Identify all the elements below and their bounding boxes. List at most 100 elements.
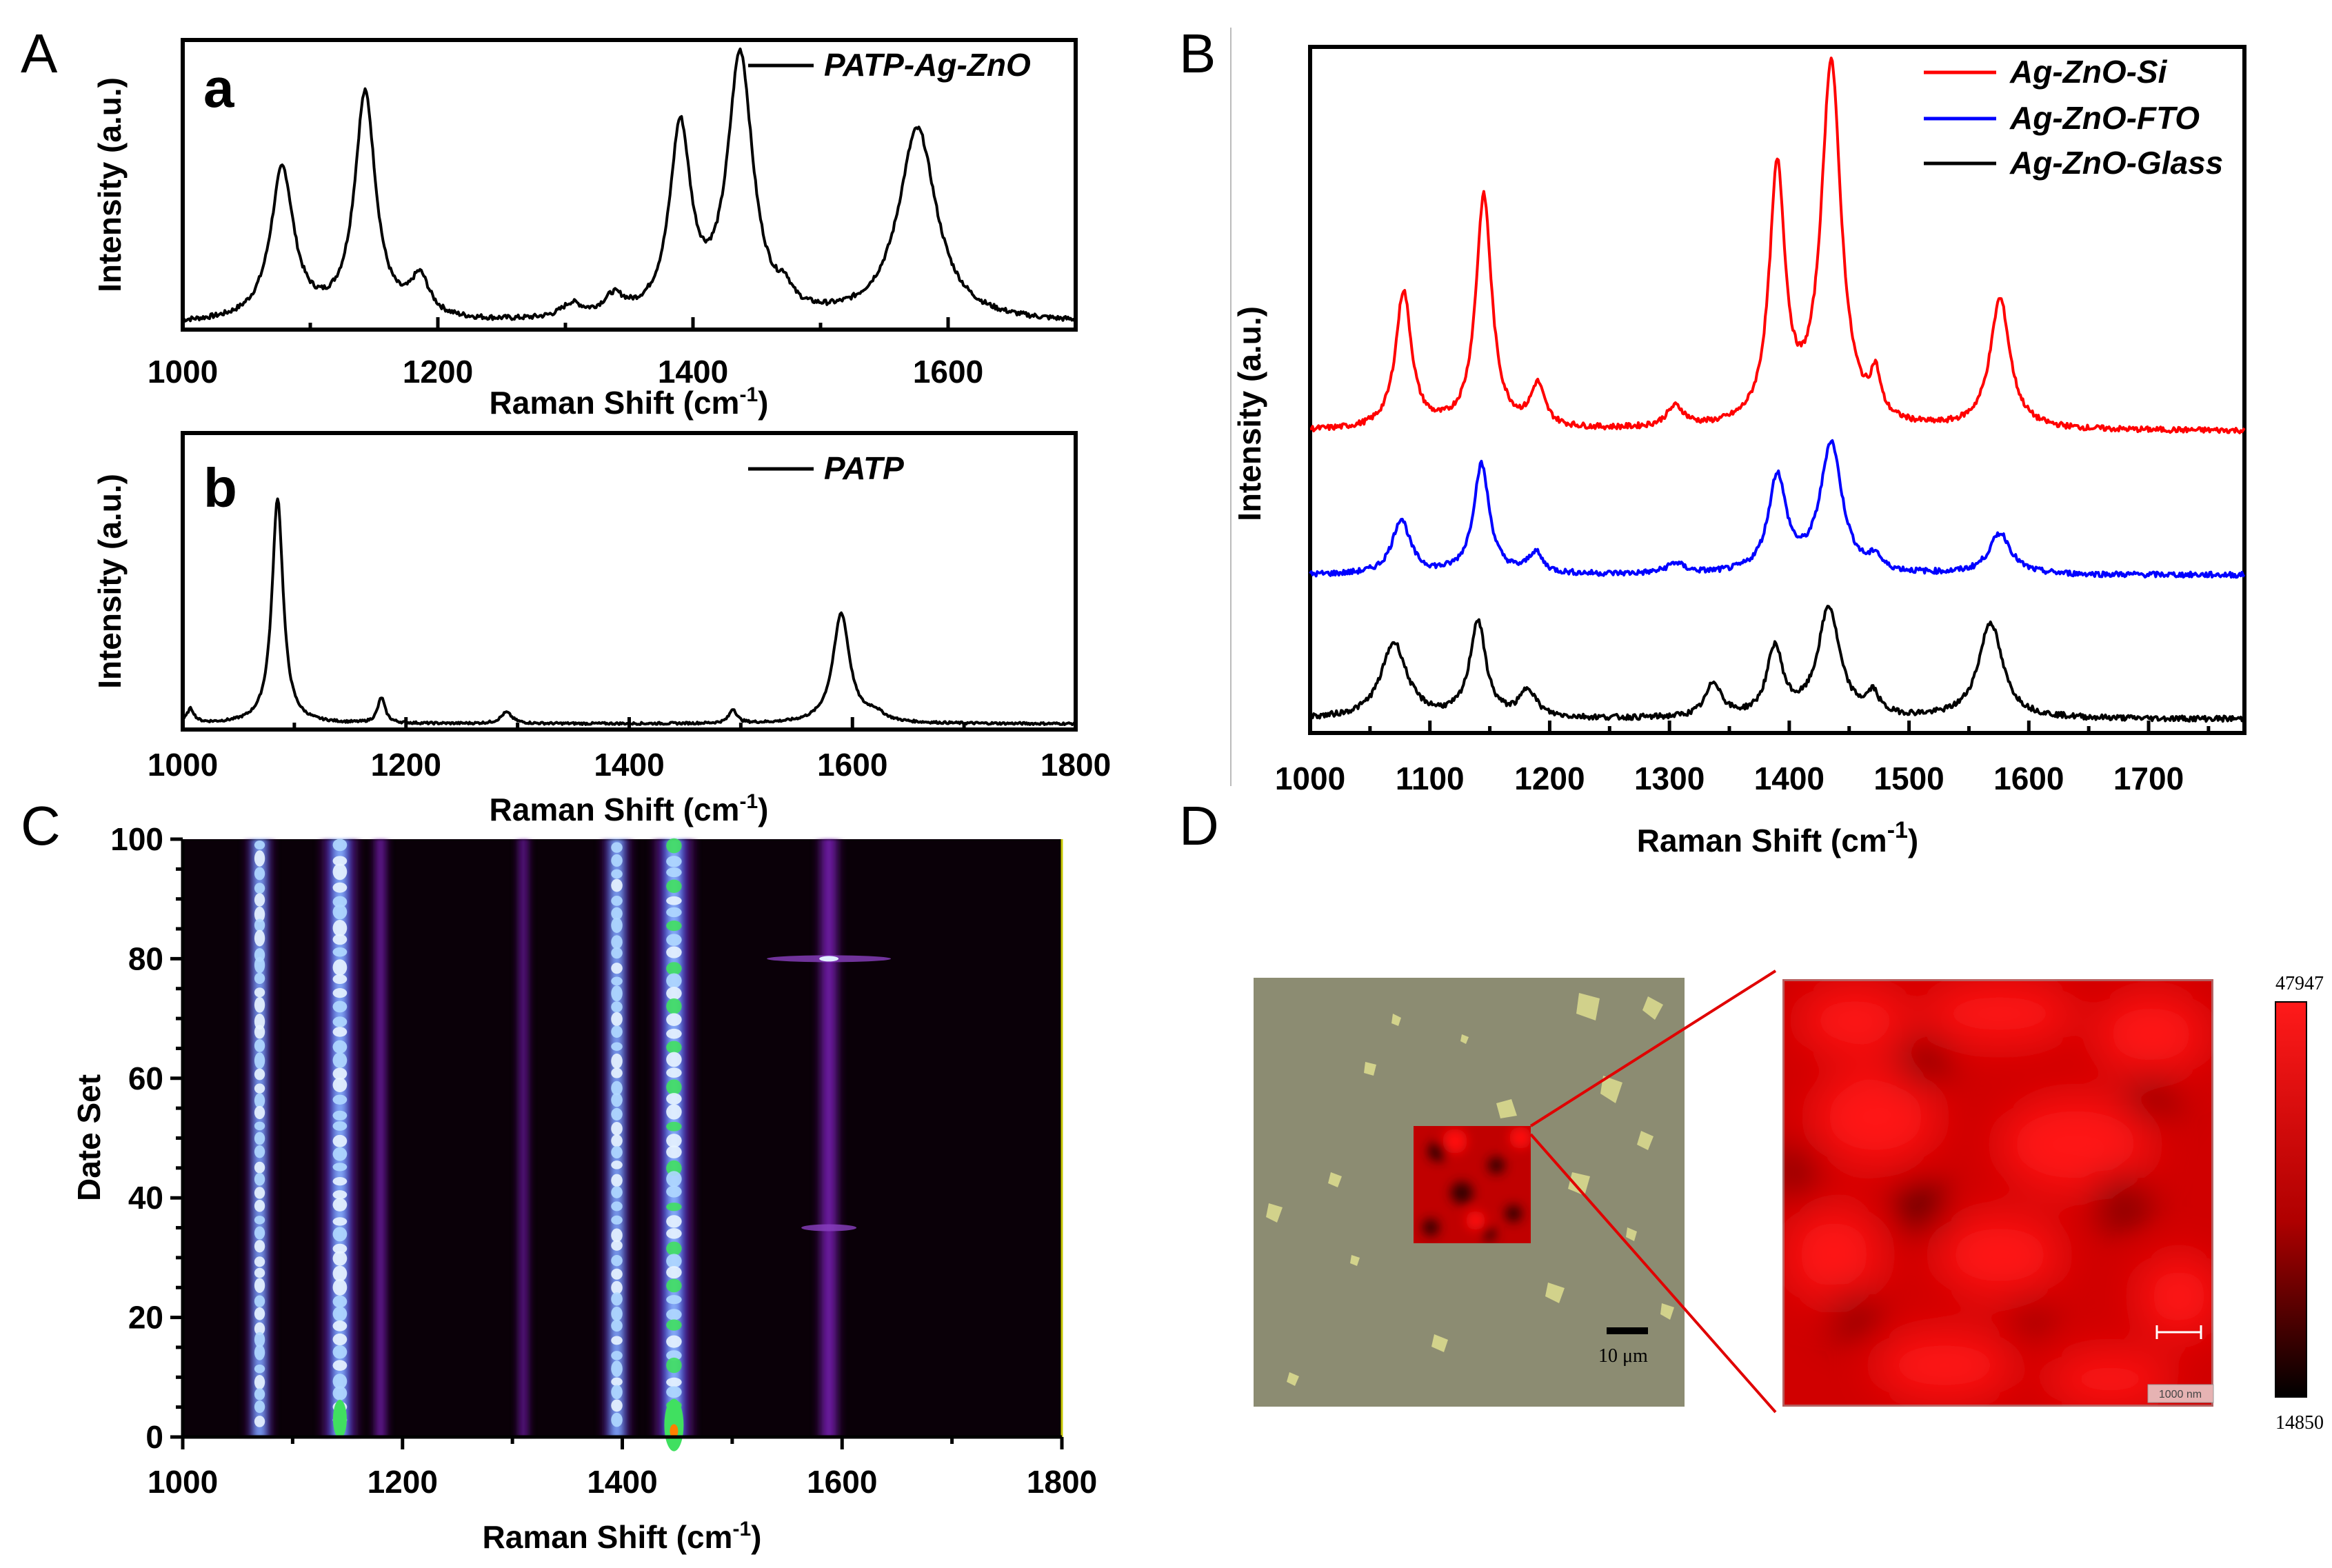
chart-aa-xlabel-text: Raman Shift (cm — [490, 385, 740, 421]
heatmap-hotspot-4-38 — [611, 1351, 623, 1360]
heatmap-hotspot-4-42 — [611, 1399, 623, 1412]
chart-ab-ylabel: Intensity (a.u.) — [92, 474, 128, 689]
heatmap-hotspot-1-24 — [332, 1163, 348, 1172]
heatmap-hotspot-0-36 — [254, 1322, 265, 1336]
panel-label-a: A — [21, 23, 58, 84]
heatmap-hotspot-5-15 — [666, 1041, 682, 1054]
heatmap-hotspot-0-3 — [254, 883, 265, 894]
heatmap-hotspot-5-16 — [666, 1052, 682, 1067]
heatmap-hotspot-0-13 — [254, 1014, 265, 1030]
chart-b-series-si — [1309, 57, 2246, 434]
heatmap-hotspot-5-2 — [666, 867, 682, 878]
heatmap-hotspot-4-25 — [611, 1174, 623, 1187]
heatmap-hotspot-0-41 — [254, 1388, 265, 1400]
heatmap-hotspot-4-12 — [611, 1001, 623, 1013]
heatmap-hotspot-4-16 — [611, 1053, 623, 1069]
chart-c-xlabel-text: Raman Shift (cm — [483, 1519, 733, 1555]
chart-aa-xlabel-end: ) — [758, 385, 768, 421]
heatmap-hotspot-4-33 — [611, 1280, 623, 1295]
heatmap-hotspot-0-33 — [254, 1278, 265, 1294]
heatmap-hotspot-4-27 — [611, 1201, 623, 1212]
chart-ab-tick-label-1600: 1600 — [817, 747, 887, 783]
heatmap-hotspot-5-25 — [666, 1171, 682, 1187]
chart-ab-xlabel-end: ) — [758, 792, 768, 827]
heatmap-hotspot-4-5 — [611, 907, 623, 920]
chart-b-xticks: 1000 1100 1200 1300 1400 1500 1600 1700 — [1275, 721, 2211, 796]
heatmap-band-mid-2 — [376, 839, 384, 1437]
heatmap-hotspot-4-32 — [611, 1268, 623, 1280]
heatmap-hotspot-4-43 — [611, 1412, 623, 1427]
heatmap-hotspot-1-27 — [332, 1198, 348, 1212]
heatmap-hotspot-4-39 — [611, 1360, 623, 1377]
heatmap-hotspot-5-7 — [666, 934, 682, 946]
heatmap-hotspot-4-21 — [611, 1121, 623, 1136]
heatmap-hotspot-0-42 — [254, 1400, 265, 1414]
heatmap-hotspot-0-25 — [254, 1172, 265, 1186]
colorbar-max-label: 47947 — [2275, 973, 2324, 994]
heatmap-hotspot-0-19 — [254, 1093, 265, 1108]
heatmap-bottom-core-1447 — [670, 1424, 679, 1438]
heatmap-hotspot-0-1 — [254, 850, 265, 867]
heatmap-hotspot-4-9 — [611, 963, 623, 974]
chart-c-ytick-label-100: 100 — [110, 821, 163, 857]
zoom-line-top — [1529, 969, 1777, 1127]
heatmap-hotspot-0-0 — [254, 841, 265, 850]
heatmap-hotspot-1-4 — [332, 896, 348, 908]
panel-d: 10 μm — [1254, 969, 2324, 1434]
heatmap-hotspot-4-18 — [611, 1080, 623, 1096]
chart-ab-xlabel-sup: -1 — [739, 790, 758, 813]
heatmap-hotspot-5-36 — [666, 1319, 682, 1331]
heatmap-hotspot-5-41 — [666, 1386, 682, 1398]
chart-b-xlabel-end: ) — [1908, 823, 1918, 858]
heatmap-hotspot-5-27 — [666, 1203, 682, 1212]
heatmap-hotspot-4-22 — [611, 1134, 623, 1147]
heatmap-hotspot-4-1 — [611, 854, 623, 867]
heatmap-hotspot-5-21 — [666, 1121, 682, 1132]
heatmap-hotspot-1-19 — [332, 1094, 348, 1105]
chart-ab-tick-label-1800: 1800 — [1041, 747, 1111, 783]
heatmap-hotspot-1-16 — [332, 1052, 348, 1068]
chart-aa-tick-label-1400: 1400 — [658, 354, 728, 390]
heatmap-hotspot-4-2 — [611, 869, 623, 879]
heatmap-hotspot-1-5 — [332, 904, 348, 920]
chart-c-xlabel: Raman Shift (cm-1) — [483, 1518, 762, 1555]
chart-c-ylabel: Date Set — [71, 1074, 107, 1201]
heatmap-hotspot-4-4 — [611, 896, 623, 906]
heatmap-hotspot-5-19 — [666, 1093, 682, 1105]
heatmap-hotspot-1-36 — [332, 1320, 348, 1331]
chart-b-tick-label-1000: 1000 — [1275, 761, 1345, 796]
heatmap-hotspot-5-29 — [666, 1228, 682, 1239]
chart-b-series-glass — [1309, 605, 2246, 723]
heatmap-hotspot-0-30 — [254, 1240, 265, 1253]
chart-aa-xlabel: Raman Shift (cm-1) — [490, 383, 769, 421]
chart-ab-frame — [181, 431, 1078, 732]
heatmap-hotspot-0-18 — [254, 1083, 265, 1094]
heatmap-hotspot-0-10 — [254, 972, 265, 984]
heatmap-hotspot-5-20 — [666, 1104, 682, 1120]
heatmap-hotspot-4-34 — [611, 1292, 623, 1306]
heatmap-hotspot-5-39 — [666, 1357, 682, 1374]
heatmap-hotspot-1-32 — [332, 1265, 348, 1282]
chart-c-ytick-label-60: 60 — [128, 1061, 163, 1096]
chart-c-ytick-label-0: 0 — [145, 1419, 163, 1455]
heatmap-hotspot-1-6 — [332, 920, 348, 936]
heatmap-hotspot-4-20 — [611, 1107, 623, 1120]
chart-c-ytick-label-40: 40 — [128, 1180, 163, 1216]
heatmap-hotspot-5-4 — [666, 896, 682, 905]
chart-ab-tick-label-1400: 1400 — [594, 747, 664, 783]
heatmap-hotspot-1-10 — [332, 974, 348, 984]
heatmap-hotspot-5-5 — [666, 907, 682, 918]
chart-ab-xlabel: Raman Shift (cm-1) — [490, 790, 769, 827]
heatmap-streak-core-80 — [819, 956, 839, 962]
heatmap-hotspot-1-3 — [332, 882, 348, 893]
heatmap-hotspot-4-7 — [611, 935, 623, 949]
heatmap-hotspot-5-28 — [666, 1215, 682, 1228]
heatmap-hotspot-0-7 — [254, 929, 265, 947]
heatmap-hotspot-4-11 — [611, 985, 623, 1002]
heatmap-hotspot-4-6 — [611, 917, 623, 934]
chart-b-tick-label-1400: 1400 — [1754, 761, 1825, 796]
heatmap-hotspot-5-14 — [666, 1028, 682, 1039]
chart-b-ylabel: Intensity (a.u.) — [1232, 306, 1267, 521]
heatmap-hotspot-0-32 — [254, 1267, 265, 1278]
heatmap-hotspot-0-15 — [254, 1039, 265, 1052]
